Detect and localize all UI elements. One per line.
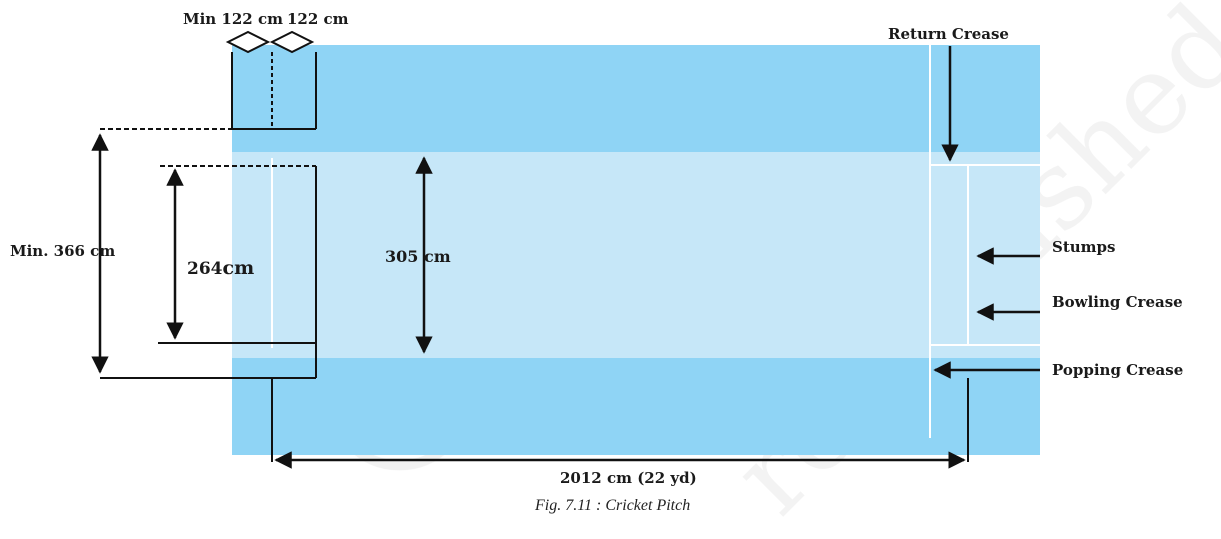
diamond-marker-right	[269, 30, 315, 54]
label-stumps: Stumps	[1052, 238, 1115, 256]
label-length-2012: 2012 cm (22 yd)	[560, 469, 697, 487]
left-dimension-lines	[100, 52, 969, 462]
label-305: 305 cm	[385, 247, 451, 266]
label-min-366: Min. 366 cm	[10, 242, 115, 260]
crease-lines	[271, 45, 1040, 438]
label-popping-crease: Popping Crease	[1052, 361, 1183, 379]
label-min-122-b: 122 cm	[287, 10, 349, 28]
pitch-strip	[232, 152, 1040, 358]
label-return-crease: Return Crease	[888, 25, 1009, 43]
label-min-122-a: Min 122 cm	[183, 10, 283, 28]
dimension-arrows	[91, 46, 1040, 469]
figure-caption: Fig. 7.11 : Cricket Pitch	[534, 497, 690, 514]
diamond-marker-left	[225, 30, 271, 54]
label-264-number: 264	[187, 259, 223, 279]
label-264-unit: cm	[223, 257, 255, 279]
label-bowling-crease: Bowling Crease	[1052, 293, 1183, 311]
label-264: 264cm	[187, 257, 254, 279]
